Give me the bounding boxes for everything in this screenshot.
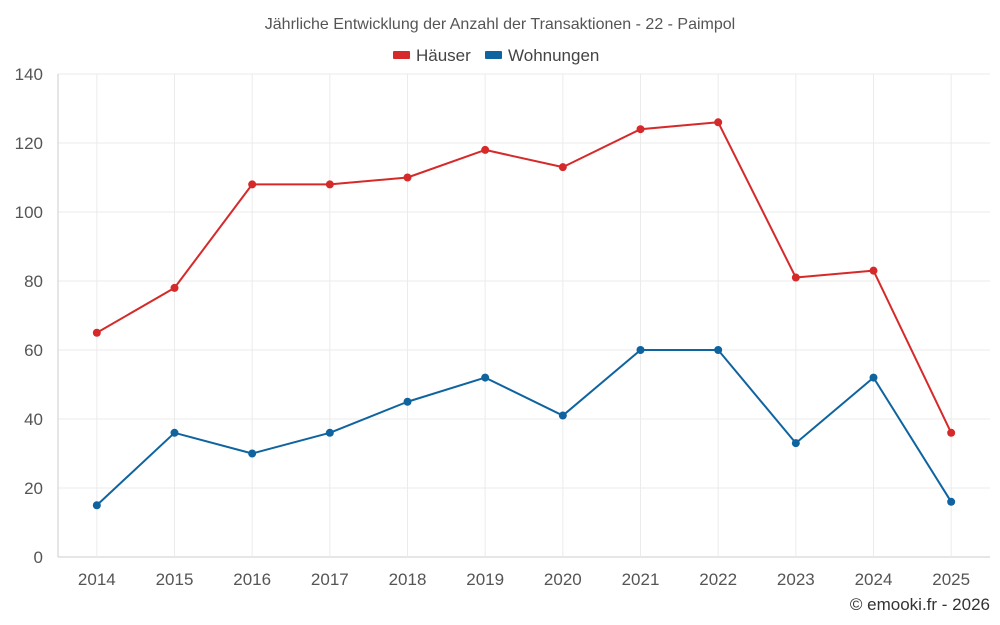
x-tick-label: 2022 xyxy=(699,570,737,589)
data-point-wohnungen[interactable] xyxy=(92,501,101,510)
data-point-haeuser[interactable] xyxy=(791,273,800,282)
x-tick-label: 2017 xyxy=(311,570,349,589)
data-point-haeuser[interactable] xyxy=(714,118,723,127)
y-tick-label: 140 xyxy=(15,65,43,84)
data-point-haeuser[interactable] xyxy=(869,266,878,275)
data-point-haeuser[interactable] xyxy=(481,145,490,154)
credit-text: © emooki.fr - 2026 xyxy=(850,595,990,614)
y-tick-label: 20 xyxy=(24,479,43,498)
y-tick-label: 40 xyxy=(24,410,43,429)
data-series xyxy=(92,118,956,510)
data-point-wohnungen[interactable] xyxy=(403,397,412,406)
data-point-wohnungen[interactable] xyxy=(714,346,723,354)
x-tick-label: 2014 xyxy=(78,570,116,589)
series-line-haeuser xyxy=(96,121,953,434)
gridlines xyxy=(57,73,990,558)
series-haeuser xyxy=(92,118,956,437)
y-tick-label: 60 xyxy=(24,341,43,360)
data-point-wohnungen[interactable] xyxy=(248,449,257,458)
series-line-wohnungen xyxy=(96,349,953,506)
y-tick-label: 80 xyxy=(24,272,43,291)
data-point-haeuser[interactable] xyxy=(325,180,334,189)
data-point-wohnungen[interactable] xyxy=(791,439,800,448)
legend-swatch-wohnungen xyxy=(485,51,502,59)
legend-label-haeuser[interactable]: Häuser xyxy=(416,46,471,65)
x-tick-label: 2021 xyxy=(622,570,660,589)
x-tick-label: 2019 xyxy=(466,570,504,589)
data-point-haeuser[interactable] xyxy=(170,283,179,292)
x-tick-label: 2020 xyxy=(544,570,582,589)
data-point-haeuser[interactable] xyxy=(403,173,412,182)
x-tick-label: 2025 xyxy=(932,570,970,589)
data-point-haeuser[interactable] xyxy=(947,428,956,437)
data-point-haeuser[interactable] xyxy=(248,180,257,189)
data-point-haeuser[interactable] xyxy=(92,328,101,337)
data-point-wohnungen[interactable] xyxy=(170,428,179,437)
data-point-wohnungen[interactable] xyxy=(558,411,567,420)
data-point-wohnungen[interactable] xyxy=(869,373,878,382)
y-tick-label: 100 xyxy=(15,203,43,222)
legend: Häuser Wohnungen xyxy=(393,46,599,65)
data-point-haeuser[interactable] xyxy=(558,163,567,172)
data-point-wohnungen[interactable] xyxy=(481,373,490,382)
data-point-haeuser[interactable] xyxy=(636,125,645,134)
data-point-wohnungen[interactable] xyxy=(325,428,334,437)
data-point-wohnungen[interactable] xyxy=(947,497,956,506)
x-tick-label: 2018 xyxy=(389,570,427,589)
data-point-wohnungen[interactable] xyxy=(636,346,645,354)
legend-label-wohnungen[interactable]: Wohnungen xyxy=(508,46,599,65)
x-tick-label: 2015 xyxy=(156,570,194,589)
y-tick-label: 120 xyxy=(15,134,43,153)
x-tick-label: 2024 xyxy=(855,570,893,589)
x-tick-label: 2016 xyxy=(233,570,271,589)
x-axis-ticks: 2014 2015 2016 2017 2018 2019 2020 2021 2022 2023… xyxy=(78,570,970,589)
chart-title: Jährliche Entwicklung der Anzahl der Tra… xyxy=(265,16,735,33)
legend-swatch-haeuser xyxy=(393,51,410,59)
series-wohnungen xyxy=(92,346,956,510)
y-tick-label: 0 xyxy=(34,548,43,567)
x-tick-label: 2023 xyxy=(777,570,815,589)
y-axis-ticks: 0 20 40 60 80 100 120 140 xyxy=(15,65,43,567)
